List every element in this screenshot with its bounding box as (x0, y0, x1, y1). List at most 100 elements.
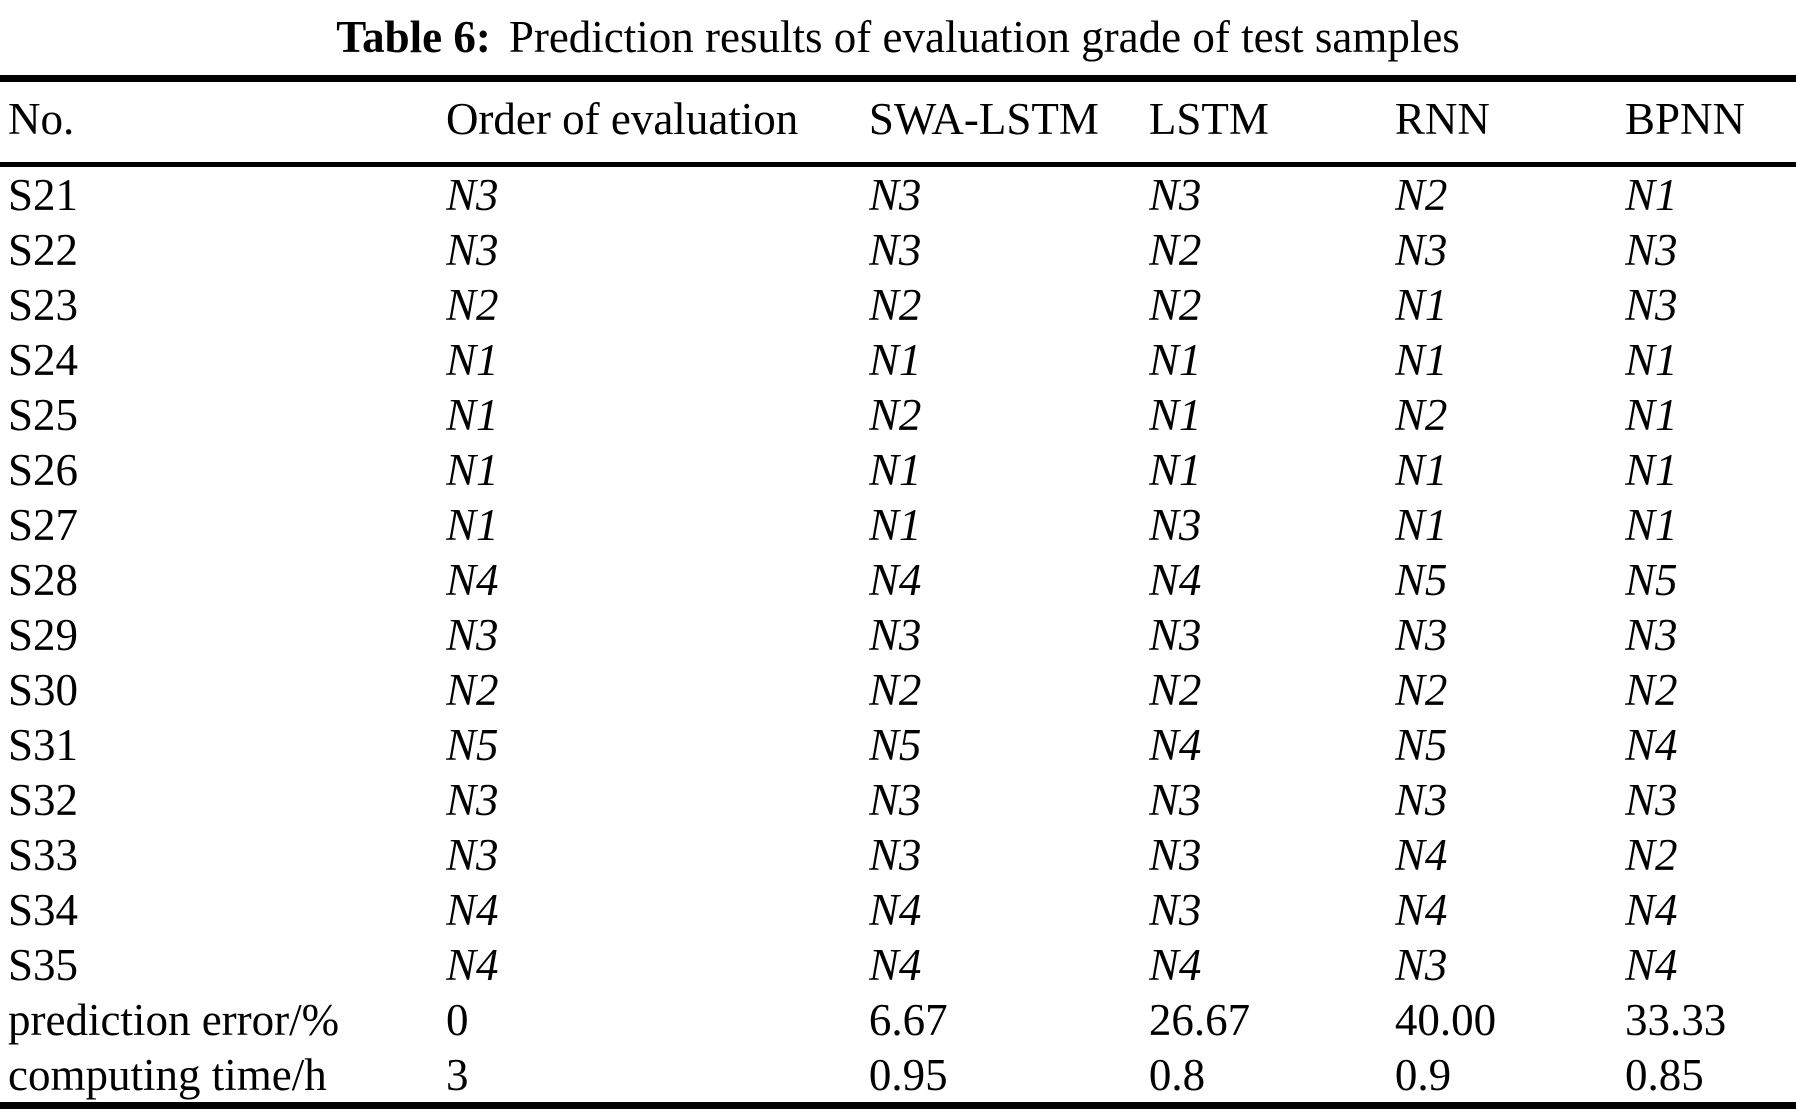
sample-id: S23 (8, 279, 79, 330)
grade-cell: N3 (1148, 609, 1202, 660)
grade-cell: N1 (1624, 499, 1678, 550)
sample-id: S30 (8, 664, 79, 715)
grade-cell: N3 (1394, 939, 1448, 990)
table-row: S25 N1 N2 N1 N2 N1 (0, 387, 1796, 442)
grade-cell: N3 (1394, 774, 1448, 825)
table-caption: Table 6: Prediction results of evaluation… (0, 0, 1796, 75)
grade-cell: N2 (1394, 664, 1448, 715)
grade-cell: N5 (868, 719, 922, 770)
grade-cell: N3 (1624, 609, 1678, 660)
sample-id: S31 (8, 719, 79, 770)
table-row: S21 N3 N3 N3 N2 N1 (0, 165, 1796, 223)
grade-cell: N4 (1148, 719, 1202, 770)
grade-cell: N4 (1624, 884, 1678, 935)
grade-cell: N3 (445, 169, 499, 220)
sample-id: S28 (8, 554, 79, 605)
table-row: S30 N2 N2 N2 N2 N2 (0, 662, 1796, 717)
column-header-order-of-evaluation: Order of evaluation (445, 78, 869, 167)
grade-cell: N3 (1624, 224, 1678, 275)
summary-label: computing time/h (8, 1049, 327, 1100)
results-table: No. Order of evaluation SWA-LSTM LSTM RN… (0, 75, 1796, 1109)
table-row: S34 N4 N4 N3 N4 N4 (0, 882, 1796, 937)
grade-cell: N3 (1624, 774, 1678, 825)
grade-cell: N3 (868, 224, 922, 275)
grade-cell: N4 (445, 884, 499, 935)
summary-value: 0.9 (1394, 1049, 1452, 1100)
grade-cell: N2 (1148, 664, 1202, 715)
grade-cell: N3 (445, 224, 499, 275)
grade-cell: N1 (1148, 444, 1202, 495)
grade-cell: N3 (868, 609, 922, 660)
grade-cell: N2 (1624, 829, 1678, 880)
table-row: S27 N1 N1 N3 N1 N1 (0, 497, 1796, 552)
summary-value: 33.33 (1624, 994, 1727, 1045)
grade-cell: N1 (1394, 334, 1448, 385)
table-caption-label: Table 6: (336, 12, 491, 62)
grade-cell: N1 (1624, 334, 1678, 385)
grade-cell: N1 (1624, 389, 1678, 440)
summary-value: 3 (445, 1049, 469, 1100)
grade-cell: N1 (868, 499, 922, 550)
sample-id: S32 (8, 774, 79, 825)
grade-cell: N4 (1624, 939, 1678, 990)
summary-row-computing-time: computing time/h 3 0.95 0.8 0.9 0.85 (0, 1047, 1796, 1106)
column-header-bpnn: BPNN (1624, 78, 1796, 167)
grade-cell: N2 (868, 664, 922, 715)
table-row: S32 N3 N3 N3 N3 N3 (0, 772, 1796, 827)
summary-row-prediction-error: prediction error/% 0 6.67 26.67 40.00 33… (0, 992, 1796, 1047)
grade-cell: N4 (1624, 719, 1678, 770)
sample-id: S35 (8, 939, 79, 990)
grade-cell: N1 (1394, 279, 1448, 330)
grade-cell: N3 (445, 774, 499, 825)
sample-id: S22 (8, 224, 79, 275)
grade-cell: N2 (868, 279, 922, 330)
grade-cell: N4 (1394, 884, 1448, 935)
header-row: No. Order of evaluation SWA-LSTM LSTM RN… (0, 78, 1796, 167)
grade-cell: N3 (445, 829, 499, 880)
grade-cell: N4 (1148, 554, 1202, 605)
sample-id: S27 (8, 499, 79, 550)
grade-cell: N2 (1394, 389, 1448, 440)
sample-id: S26 (8, 444, 79, 495)
grade-cell: N2 (1394, 169, 1448, 220)
summary-value: 0 (445, 994, 469, 1045)
grade-cell: N2 (1148, 279, 1202, 330)
grade-cell: N4 (1148, 939, 1202, 990)
grade-cell: N3 (1148, 774, 1202, 825)
grade-cell: N5 (1624, 554, 1678, 605)
column-header-lstm: LSTM (1148, 78, 1395, 167)
grade-cell: N2 (445, 664, 499, 715)
summary-value: 0.8 (1148, 1049, 1206, 1100)
sample-id: S29 (8, 609, 79, 660)
grade-cell: N2 (868, 389, 922, 440)
grade-cell: N5 (1394, 719, 1448, 770)
summary-value: 26.67 (1148, 994, 1251, 1045)
grade-cell: N3 (868, 774, 922, 825)
grade-cell: N2 (1624, 664, 1678, 715)
column-header-rnn: RNN (1394, 78, 1625, 167)
column-header-no: No. (0, 78, 446, 167)
table-row: S31 N5 N5 N4 N5 N4 (0, 717, 1796, 772)
grade-cell: N1 (445, 499, 499, 550)
grade-cell: N4 (445, 939, 499, 990)
summary-value: 40.00 (1394, 994, 1497, 1045)
table-row: S26 N1 N1 N1 N1 N1 (0, 442, 1796, 497)
sample-id: S21 (8, 169, 79, 220)
grade-cell: N1 (445, 444, 499, 495)
grade-cell: N2 (1148, 224, 1202, 275)
grade-cell: N3 (1394, 609, 1448, 660)
grade-cell: N3 (868, 169, 922, 220)
grade-cell: N5 (1394, 554, 1448, 605)
table-row: S29 N3 N3 N3 N3 N3 (0, 607, 1796, 662)
summary-value: 0.85 (1624, 1049, 1704, 1100)
table-row: S23 N2 N2 N2 N1 N3 (0, 277, 1796, 332)
grade-cell: N3 (1624, 279, 1678, 330)
table-row: S22 N3 N3 N2 N3 N3 (0, 222, 1796, 277)
table-row: S33 N3 N3 N3 N4 N2 (0, 827, 1796, 882)
grade-cell: N1 (1394, 444, 1448, 495)
grade-cell: N1 (1394, 499, 1448, 550)
grade-cell: N1 (1624, 169, 1678, 220)
grade-cell: N1 (445, 334, 499, 385)
summary-label: prediction error/% (8, 994, 340, 1045)
